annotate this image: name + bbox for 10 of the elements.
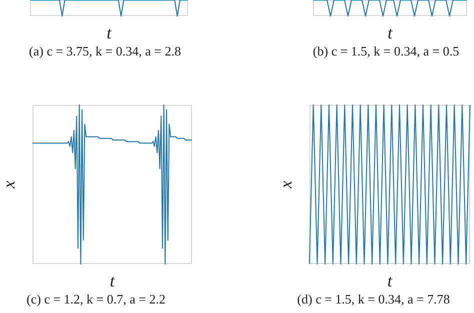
text: (d) c = 1.5, k = 0.34, a = 7.78: [297, 292, 450, 307]
x-axis-title: t: [388, 24, 394, 43]
x-axis-title: t: [110, 272, 116, 291]
text: (a) c = 3.75, k = 0.34, a = 2.8: [29, 44, 181, 59]
text: (c) c = 1.2, k = 0.7, a = 2.2: [26, 292, 166, 307]
x-axis-title: t: [106, 24, 113, 43]
text: (b) c = 1.5, k = 0.34, a = 0.5: [312, 44, 460, 59]
x-axis-title: t: [387, 272, 394, 291]
y-axis-title: x: [276, 180, 296, 190]
y-axis-title: x: [0, 180, 19, 190]
